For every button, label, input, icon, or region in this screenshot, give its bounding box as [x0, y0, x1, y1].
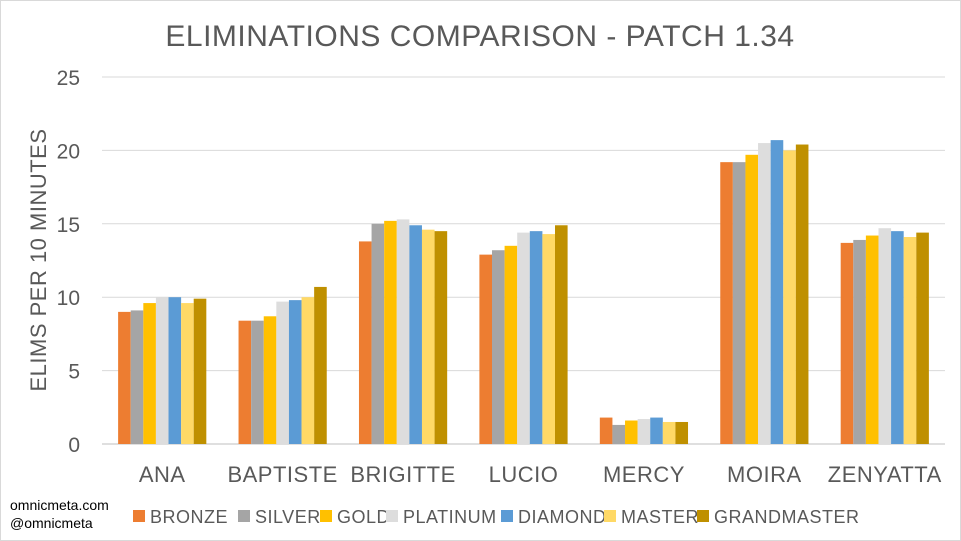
bar-moira-grandmaster — [795, 144, 809, 444]
x-tick-label: MERCY — [603, 462, 685, 487]
legend-swatch-master — [604, 510, 616, 522]
bar-baptiste-bronze — [238, 320, 252, 444]
bar-zenyatta-master — [903, 237, 917, 444]
bar-baptiste-platinum — [276, 301, 289, 444]
y-tick-label: 0 — [68, 434, 80, 457]
bar-baptiste-gold — [263, 316, 277, 444]
legend-label: GRANDMASTER — [714, 507, 860, 527]
bar-plot — [118, 140, 929, 445]
bar-lucio-silver — [492, 250, 505, 444]
bar-ana-diamond — [168, 297, 182, 444]
bar-zenyatta-grandmaster — [916, 232, 929, 444]
legend-label: GOLD — [337, 507, 390, 527]
y-tick-label: 25 — [57, 67, 80, 90]
y-tick-label: 20 — [57, 140, 80, 163]
legend-swatch-silver — [238, 510, 250, 522]
bar-zenyatta-bronze — [840, 242, 854, 444]
bar-zenyatta-silver — [853, 239, 866, 444]
bar-lucio-bronze — [479, 254, 492, 444]
bar-lucio-master — [542, 234, 555, 444]
watermark-site: omnicmeta.com — [10, 497, 109, 513]
bar-brigitte-bronze — [358, 241, 372, 444]
legend-swatch-bronze — [133, 510, 145, 522]
bar-brigitte-platinum — [396, 219, 410, 444]
bar-lucio-gold — [504, 245, 518, 444]
legend-label: PLATINUM — [403, 507, 497, 527]
legend-swatch-platinum — [386, 510, 398, 522]
bar-mercy-master — [662, 421, 676, 444]
bar-zenyatta-diamond — [891, 231, 904, 444]
bar-ana-silver — [130, 310, 144, 444]
bar-moira-bronze — [720, 162, 733, 445]
y-tick-label: 10 — [57, 287, 80, 310]
bar-baptiste-grandmaster — [314, 286, 327, 444]
bar-mercy-diamond — [650, 417, 663, 444]
legend: BRONZE SILVER GOLD PLATINUM DIAMOND MASTER GRA… — [133, 507, 860, 527]
x-tick-label: MOIRA — [727, 462, 802, 487]
bar-baptiste-master — [301, 297, 315, 444]
bar-lucio-platinum — [517, 232, 530, 444]
bar-ana-master — [181, 303, 194, 444]
bar-ana-bronze — [118, 311, 131, 444]
bar-mercy-grandmaster — [675, 421, 689, 444]
bar-moira-diamond — [770, 140, 784, 444]
legend-swatch-gold — [320, 510, 332, 522]
bar-brigitte-grandmaster — [434, 231, 448, 444]
x-tick-label: ZENYATTA — [828, 462, 942, 487]
bar-baptiste-diamond — [288, 300, 302, 444]
legend-label: MASTER — [621, 507, 699, 527]
y-tick-label: 15 — [57, 214, 80, 237]
bar-moira-platinum — [758, 143, 771, 444]
legend-label: SILVER — [255, 507, 321, 527]
bar-brigitte-silver — [371, 223, 385, 444]
bar-lucio-grandmaster — [555, 225, 568, 444]
x-tick-label: LUCIO — [489, 462, 559, 487]
bar-mercy-bronze — [599, 417, 613, 444]
chart-title: ELIMINATIONS COMPARISON - PATCH 1.34 — [165, 20, 794, 53]
bar-brigitte-gold — [384, 220, 397, 444]
bar-mercy-platinum — [637, 419, 651, 444]
x-tick-label: ANA — [139, 462, 186, 487]
watermark-handle: @omnicmeta — [10, 515, 93, 531]
bar-ana-grandmaster — [193, 298, 207, 444]
y-axis-ticks: 0 5 10 15 20 25 — [57, 67, 80, 457]
bar-mercy-silver — [612, 424, 626, 444]
x-axis-labels: ANA BAPTISTE BRIGITTE LUCIO MERCY MOIRA ZENYAT… — [139, 462, 942, 487]
bar-mercy-gold — [625, 420, 638, 444]
bar-brigitte-master — [421, 229, 435, 444]
x-tick-label: BRIGITTE — [350, 462, 455, 487]
legend-label: BRONZE — [150, 507, 228, 527]
legend-swatch-grandmaster — [697, 510, 709, 522]
bar-zenyatta-platinum — [878, 228, 892, 444]
bar-zenyatta-gold — [865, 235, 879, 444]
y-axis-label: ELIMS PER 10 MINUTES — [26, 128, 51, 391]
bar-brigitte-diamond — [409, 225, 422, 444]
bar-baptiste-silver — [251, 320, 264, 444]
bar-ana-gold — [143, 303, 156, 444]
bar-ana-platinum — [155, 297, 169, 444]
legend-label: DIAMOND — [518, 507, 607, 527]
y-tick-label: 5 — [68, 361, 80, 384]
bar-moira-master — [783, 150, 796, 444]
bar-lucio-diamond — [529, 231, 543, 444]
bar-moira-silver — [732, 162, 746, 445]
legend-swatch-diamond — [501, 510, 513, 522]
x-tick-label: BAPTISTE — [227, 462, 337, 487]
bar-moira-gold — [745, 154, 759, 444]
